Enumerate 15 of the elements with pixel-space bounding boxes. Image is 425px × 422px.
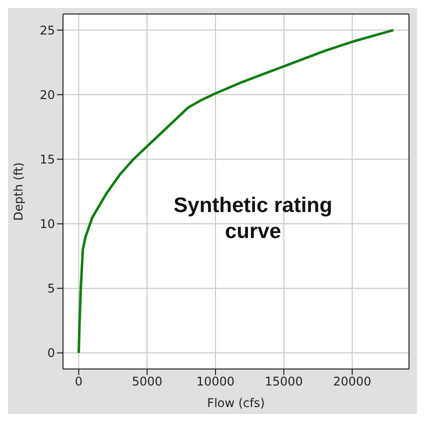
- line-series: [77, 28, 395, 354]
- y-axis-title: Depth (ft): [11, 162, 26, 221]
- x-tick-label: 20000: [333, 374, 372, 389]
- y-tick-label: 10: [40, 217, 55, 232]
- y-tick-label: 20: [40, 88, 55, 102]
- y-tick-label: 15: [40, 152, 55, 166]
- y-tick-label: 25: [40, 23, 55, 38]
- x-tick-label: 5000: [132, 374, 162, 389]
- x-axis-title: Flow (cfs): [207, 396, 265, 410]
- x-tick-label: 15000: [264, 374, 303, 389]
- y-tick-label: 5: [47, 282, 55, 296]
- annotation: Synthetic rating curve: [172, 193, 334, 245]
- x-tick-label: 10000: [196, 374, 235, 389]
- y-tick-label: 0: [47, 346, 55, 360]
- x-tick-label: 0: [74, 374, 83, 389]
